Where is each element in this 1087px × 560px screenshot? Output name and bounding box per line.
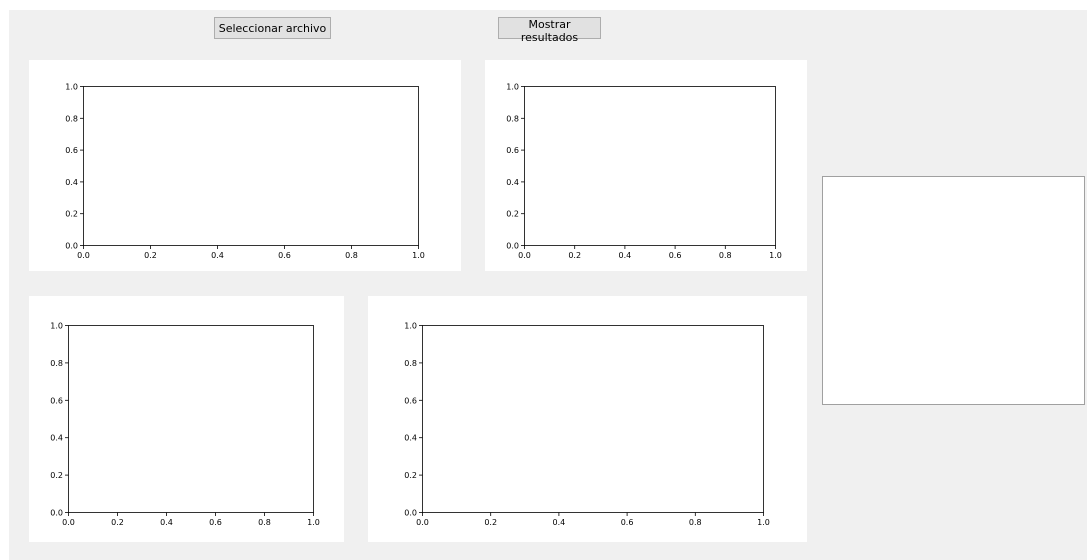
plot-canvas-3: 0.0 0.2 0.4 0.6 0.8 1.0 0.0 0.2 0.4 0.6 0.8 1.0 — [29, 296, 344, 542]
x-tick-label: 1.0 — [769, 251, 782, 260]
y-tick-label: 0.4 — [506, 178, 519, 187]
axes-svg: 0.0 0.2 0.4 0.6 0.8 1.0 0.0 0.2 0.4 0.6 0.8 1.0 — [506, 83, 782, 261]
y-tick-label: 0.0 — [50, 509, 63, 518]
y-tick-label: 0.8 — [506, 114, 519, 123]
x-tick-label: 0.0 — [77, 251, 90, 260]
side-panel — [822, 176, 1085, 405]
x-tick-label: 0.6 — [209, 518, 222, 527]
x-tick-label: 0.8 — [719, 251, 732, 260]
x-tick-label: 0.0 — [416, 518, 429, 527]
y-tick-label: 0.0 — [65, 242, 78, 251]
x-tick-label: 0.2 — [568, 251, 581, 260]
x-tick-label: 1.0 — [307, 518, 320, 527]
y-tick-label: 0.8 — [65, 114, 78, 123]
y-tick-label: 0.6 — [404, 396, 417, 405]
x-tick-label: 0.4 — [619, 251, 632, 260]
y-tick-label: 0.6 — [65, 146, 78, 155]
x-tick-label: 0.8 — [345, 251, 358, 260]
y-tick-label: 0.8 — [50, 359, 63, 368]
y-tick-label: 1.0 — [404, 322, 417, 331]
axes-svg: 0.0 0.2 0.4 0.6 0.8 1.0 0.0 0.2 0.4 0.6 0.8 1.0 — [65, 83, 425, 261]
y-tick-label: 1.0 — [506, 83, 519, 92]
y-tick-label: 0.4 — [65, 178, 78, 187]
y-tick-label: 1.0 — [65, 83, 78, 92]
y-tick-label: 0.0 — [404, 509, 417, 518]
y-tick-label: 0.2 — [65, 210, 78, 219]
x-tick-label: 1.0 — [412, 251, 425, 260]
y-tick-label: 0.8 — [404, 359, 417, 368]
y-tick-label: 0.6 — [50, 396, 63, 405]
axes-frame — [68, 325, 314, 513]
y-tick-label: 0.2 — [404, 471, 417, 480]
x-tick-label: 1.0 — [757, 518, 770, 527]
y-tick-label: 0.4 — [50, 434, 63, 443]
y-tick-label: 0.6 — [506, 146, 519, 155]
y-tick-label: 0.4 — [404, 434, 417, 443]
y-tick-label: 1.0 — [50, 322, 63, 331]
plot-canvas-2: 0.0 0.2 0.4 0.6 0.8 1.0 0.0 0.2 0.4 0.6 0.8 1.0 — [485, 60, 807, 271]
axes-frame — [83, 86, 419, 246]
x-tick-label: 0.6 — [278, 251, 291, 260]
axes-svg: 0.0 0.2 0.4 0.6 0.8 1.0 0.0 0.2 0.4 0.6 0.8 1.0 — [50, 322, 320, 528]
x-tick-label: 0.2 — [111, 518, 124, 527]
x-tick-label: 0.8 — [258, 518, 271, 527]
axes-frame — [524, 86, 776, 246]
x-tick-label: 0.4 — [211, 251, 224, 260]
plot-canvas-1: 0.0 0.2 0.4 0.6 0.8 1.0 0.0 0.2 0.4 0.6 0.8 1.0 — [29, 60, 461, 271]
y-tick-label: 0.0 — [506, 242, 519, 251]
x-tick-label: 0.6 — [621, 518, 634, 527]
y-tick-label: 0.2 — [50, 471, 63, 480]
x-tick-label: 0.0 — [518, 251, 531, 260]
x-tick-label: 0.0 — [62, 518, 75, 527]
x-tick-label: 0.2 — [144, 251, 157, 260]
x-tick-label: 0.4 — [160, 518, 173, 527]
x-tick-label: 0.8 — [689, 518, 702, 527]
axes-frame — [422, 325, 764, 513]
select-file-button[interactable]: Seleccionar archivo — [214, 17, 331, 39]
y-tick-label: 0.2 — [506, 210, 519, 219]
x-tick-label: 0.6 — [669, 251, 682, 260]
plot-canvas-4: 0.0 0.2 0.4 0.6 0.8 1.0 0.0 0.2 0.4 0.6 0.8 1.0 — [368, 296, 807, 542]
x-tick-label: 0.4 — [553, 518, 566, 527]
show-results-button[interactable]: Mostrar resultados — [498, 17, 601, 44]
axes-svg: 0.0 0.2 0.4 0.6 0.8 1.0 0.0 0.2 0.4 0.6 0.8 1.0 — [404, 322, 770, 528]
x-tick-label: 0.2 — [484, 518, 497, 527]
